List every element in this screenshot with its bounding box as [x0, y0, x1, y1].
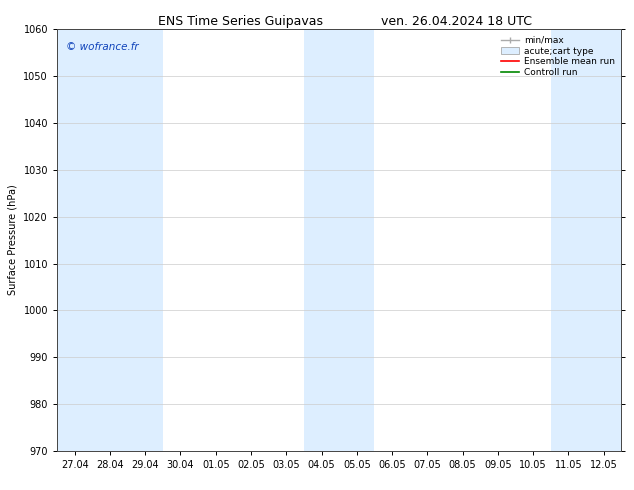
Bar — [339, 29, 375, 451]
Bar — [586, 29, 621, 451]
Bar — [93, 29, 127, 451]
Bar — [127, 29, 163, 451]
Text: ven. 26.04.2024 18 UTC: ven. 26.04.2024 18 UTC — [381, 15, 532, 28]
Y-axis label: Surface Pressure (hPa): Surface Pressure (hPa) — [8, 185, 18, 295]
Legend: min/max, acute;cart type, Ensemble mean run, Controll run: min/max, acute;cart type, Ensemble mean … — [498, 32, 619, 81]
Bar — [551, 29, 586, 451]
Bar — [304, 29, 339, 451]
Text: ENS Time Series Guipavas: ENS Time Series Guipavas — [158, 15, 323, 28]
Bar — [57, 29, 93, 451]
Text: © wofrance.fr: © wofrance.fr — [65, 42, 138, 52]
